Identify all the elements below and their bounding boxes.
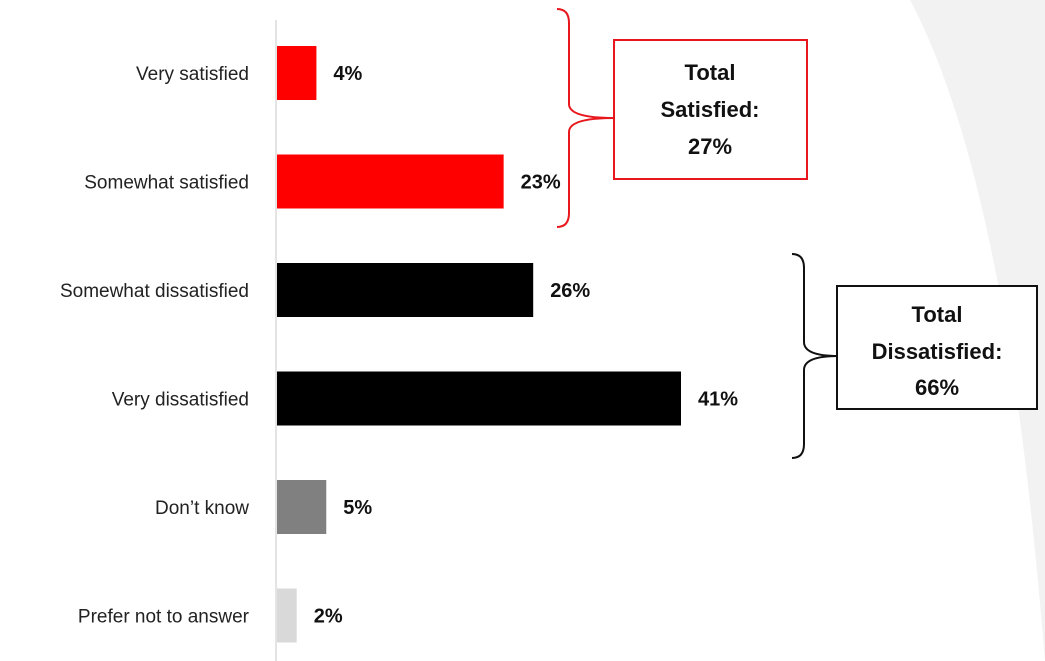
dissatisfied-brace: [791, 253, 839, 459]
satisfied-brace: [556, 8, 615, 228]
bar-prefer-not-to-answer: [277, 588, 297, 643]
total-satisfied-line-1: Total: [685, 60, 736, 85]
bars-layer: Very satisfied 4% Somewhat satisfied 23% Som…: [60, 46, 738, 643]
category-label-somewhat-satisfied: Somewhat satisfied: [84, 173, 249, 194]
total-dissatisfied-line-2: Dissatisfied:: [872, 339, 1003, 364]
bar-very-dissatisfied: [277, 371, 681, 426]
total-dissatisfied-line-1: Total: [912, 302, 963, 327]
value-label-don-t-know: 5%: [343, 497, 372, 519]
bar-somewhat-satisfied: [277, 154, 504, 209]
category-label-very-dissatisfied: Very dissatisfied: [112, 390, 249, 411]
category-label-somewhat-dissatisfied: Somewhat dissatisfied: [60, 281, 249, 302]
value-label-somewhat-satisfied: 23%: [521, 172, 561, 194]
value-label-somewhat-dissatisfied: 26%: [550, 280, 590, 302]
total-dissatisfied-box: [836, 285, 1038, 410]
total-dissatisfied-line-3: 66%: [915, 375, 959, 400]
background-swoosh-shape: [910, 0, 1045, 661]
total-satisfied-line-2: Satisfied:: [660, 97, 759, 122]
value-label-prefer-not-to-answer: 2%: [314, 606, 343, 628]
total-satisfied-line-3: 27%: [688, 134, 732, 159]
total-satisfied-box: [613, 39, 808, 180]
value-label-very-satisfied: 4%: [333, 63, 362, 85]
category-label-prefer-not-to-answer: Prefer not to answer: [78, 607, 250, 628]
bar-very-satisfied: [277, 46, 317, 100]
category-label-very-satisfied: Very satisfied: [136, 64, 249, 85]
category-label-don-t-know: Don’t know: [155, 498, 249, 519]
bar-don-t-know: [277, 480, 327, 534]
bar-somewhat-dissatisfied: [277, 263, 534, 317]
value-label-very-dissatisfied: 41%: [698, 389, 738, 411]
